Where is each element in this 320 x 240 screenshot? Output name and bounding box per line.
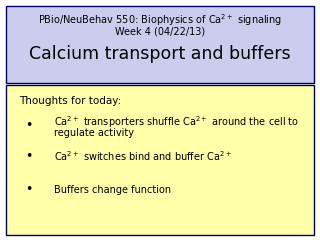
- Text: •: •: [26, 183, 33, 196]
- Text: •: •: [26, 150, 33, 163]
- Text: Ca$^{2+}$ transporters shuffle Ca$^{2+}$ around the cell to: Ca$^{2+}$ transporters shuffle Ca$^{2+}$…: [54, 114, 300, 130]
- FancyBboxPatch shape: [6, 6, 314, 83]
- Text: regulate activity: regulate activity: [54, 128, 134, 138]
- Text: Buffers change function: Buffers change function: [54, 185, 172, 195]
- Text: PBio/NeuBehav 550: Biophysics of Ca$^{2+}$ signaling: PBio/NeuBehav 550: Biophysics of Ca$^{2+…: [38, 12, 282, 28]
- Text: Ca$^{2+}$ switches bind and buffer Ca$^{2+}$: Ca$^{2+}$ switches bind and buffer Ca$^{…: [54, 150, 232, 163]
- FancyBboxPatch shape: [6, 85, 314, 235]
- Text: Week 4 (04/22/13): Week 4 (04/22/13): [115, 26, 205, 36]
- Text: Thoughts for today:: Thoughts for today:: [19, 96, 122, 106]
- Text: •: •: [26, 119, 33, 132]
- Text: Calcium transport and buffers: Calcium transport and buffers: [29, 46, 291, 63]
